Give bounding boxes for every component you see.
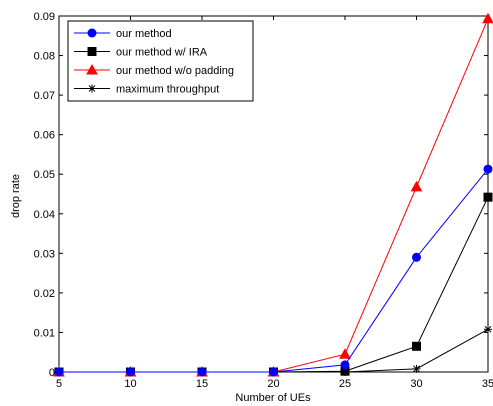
- data-point: [484, 325, 492, 334]
- data-point: [412, 364, 421, 373]
- y-tick-label: 0.07: [34, 90, 55, 102]
- y-tick-label: 0.06: [34, 130, 55, 142]
- y-tick-label: 0.01: [34, 327, 55, 339]
- legend-box: [67, 20, 254, 102]
- series-line: [59, 328, 489, 373]
- x-tick-labels: 5 10 15 20 25 30 35: [56, 378, 493, 390]
- y-tick-label: 0.03: [34, 248, 55, 260]
- data-point: [483, 164, 493, 174]
- y-tick-label: 0.09: [34, 11, 55, 23]
- series-line: [59, 196, 489, 373]
- y-tick-label: 0.08: [34, 51, 55, 63]
- legend-label: our method: [116, 28, 172, 40]
- x-axis-label: Number of UEs: [235, 392, 311, 404]
- legend-marker: [86, 63, 98, 75]
- series-line: [59, 168, 489, 373]
- x-tick-label: 20: [267, 378, 279, 390]
- data-point: [412, 341, 421, 351]
- legend-item: our method w/ IRA: [74, 47, 208, 59]
- x-tick-label: 15: [196, 378, 208, 390]
- data-point: [410, 180, 423, 192]
- y-axis-label: drop rate: [10, 174, 22, 218]
- y-tick-label: 0.05: [34, 169, 55, 181]
- data-point: [482, 12, 493, 24]
- x-tick-label: 35: [482, 378, 493, 390]
- y-tick-label: 0: [49, 367, 55, 379]
- legend-label: our method w/ IRA: [116, 47, 208, 59]
- data-point: [340, 360, 350, 370]
- legend-label: our method w/o padding: [116, 65, 234, 77]
- data-point: [197, 367, 207, 377]
- legend-item: maximum throughput: [74, 84, 219, 96]
- series-our-method: [54, 164, 493, 377]
- data-point: [126, 367, 135, 377]
- legend-item: our method: [74, 28, 172, 40]
- x-tick-label: 30: [410, 378, 422, 390]
- y-tick-labels: 0 0.01 0.02 0.03 0.04 0.05 0.06 0.07 0.08 0.09: [34, 11, 55, 379]
- legend: our method our method w/ IRA our method w/…: [67, 20, 254, 102]
- data-point: [483, 192, 493, 202]
- y-tick-label: 0.04: [34, 209, 55, 221]
- legend-marker: [87, 28, 97, 38]
- legend-item: our method w/o padding: [74, 63, 234, 77]
- series-layer: [53, 12, 493, 377]
- data-point: [269, 367, 278, 377]
- legend-label: maximum throughput: [116, 84, 219, 96]
- x-tick-label: 10: [124, 378, 136, 390]
- y-tick-label: 0.02: [34, 288, 55, 300]
- data-point: [339, 348, 351, 359]
- data-point: [54, 367, 64, 377]
- x-tick-label: 25: [339, 378, 351, 390]
- legend-marker: [87, 47, 97, 56]
- legend-marker: [88, 84, 96, 93]
- data-point: [412, 252, 421, 262]
- x-tick-label: 5: [56, 378, 62, 390]
- series-our-method-w-ira: [54, 192, 493, 377]
